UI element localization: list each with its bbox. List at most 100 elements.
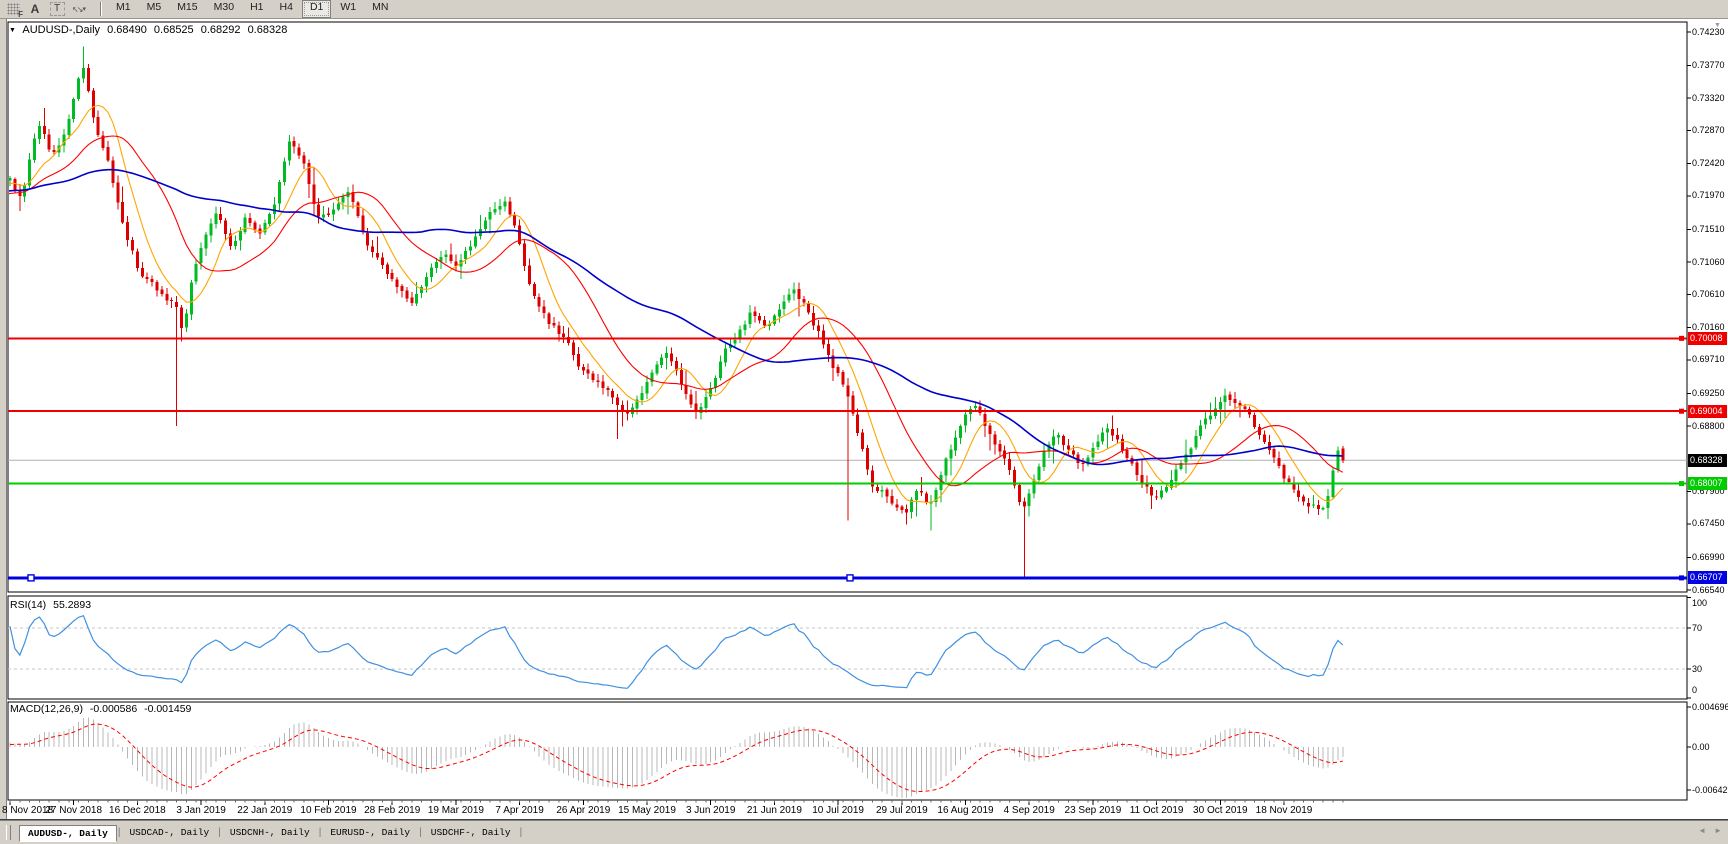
hline-handle[interactable] (1679, 408, 1684, 414)
grid-f-icon[interactable]: F (5, 2, 23, 19)
hline-handle[interactable] (1679, 575, 1684, 581)
date-axis-label: 10 Jul 2019 (812, 805, 864, 816)
ohlc-open: 0.68490 (107, 24, 147, 36)
date-axis-label: 16 Aug 2019 (937, 805, 994, 816)
rsi-axis-label: 0 (1692, 684, 1698, 695)
price-axis-label: 0.69250 (1692, 387, 1725, 398)
moving-average-50[interactable] (0, 168, 1343, 466)
price-axis-label: 0.66990 (1692, 551, 1725, 562)
chevron-down-icon: ▾ (82, 6, 86, 13)
date-axis-label: 16 Dec 2018 (109, 805, 166, 816)
price-axis-label: 0.71060 (1692, 256, 1725, 267)
date-axis-label: 28 Feb 2019 (364, 805, 421, 816)
timeframe-button-M30[interactable]: M30 (213, 1, 235, 13)
timeframe-button-W1[interactable]: W1 (340, 1, 357, 13)
tabbar-grip[interactable] (6, 825, 11, 840)
macd-name: MACD(12,26,9) (10, 703, 83, 715)
macd-signal-line (9, 723, 1343, 792)
price-axis-label: 0.72870 (1692, 125, 1725, 136)
price-axis-label: 0.69710 (1692, 354, 1725, 365)
scroll-right-icon[interactable]: ► (1714, 826, 1722, 835)
rsi-axis-label: 100 (1692, 597, 1708, 608)
price-tag-0.66707: 0.66707 (1688, 571, 1727, 585)
macd-value-main: -0.000586 (89, 703, 138, 715)
date-axis-label: 4 Sep 2019 (1003, 805, 1055, 816)
date-axis-label: 29 Jul 2019 (875, 805, 928, 816)
macd-axis-label: 0.00 (1692, 741, 1710, 752)
chart-title: ▼ AUDUSD-,Daily 0.68490 0.68525 0.68292 … (9, 24, 291, 36)
price-tag-0.70008: 0.70008 (1688, 331, 1727, 345)
timeframe-button-H1[interactable]: H1 (250, 1, 264, 13)
timeframe-button-H4[interactable]: H4 (279, 1, 293, 13)
price-tag-0.68328: 0.68328 (1688, 453, 1727, 467)
macd-axis-label: -0.006427 (1692, 784, 1728, 795)
price-axis-label: 0.68800 (1692, 420, 1725, 431)
ohlc-low: 0.68292 (200, 24, 241, 36)
timeframe-button-M1[interactable]: M1 (116, 1, 131, 13)
candlestick-series (9, 46, 1345, 578)
tab-separator: | (318, 827, 322, 838)
macd-value-signal: -0.001459 (144, 703, 192, 715)
hline-handle[interactable] (1679, 335, 1684, 341)
date-axis-label: 27 Nov 2018 (45, 805, 103, 816)
price-axis-label: 0.70160 (1692, 321, 1725, 332)
symbol-tabbar: AUDUSD-, Daily | USDCAD-, Daily | USDCNH-, D… (0, 820, 1728, 844)
macd-axis-label: 0.004696 (1692, 701, 1728, 712)
toolbar-separator (100, 2, 102, 16)
hline-handle[interactable] (27, 574, 35, 582)
tab-usdchf[interactable]: USDCHF-, Daily (430, 827, 511, 838)
tab-separator: | (519, 827, 523, 838)
date-axis-label: 7 Apr 2019 (495, 805, 544, 816)
date-axis-label: 15 May 2019 (618, 805, 676, 816)
date-axis-label: 23 Sep 2019 (1064, 805, 1122, 816)
rsi-axis-label: 30 (1692, 663, 1703, 674)
macd-pane[interactable] (7, 701, 1688, 801)
price-axis-label: 0.67450 (1692, 518, 1725, 529)
moving-average-20[interactable] (0, 135, 1344, 487)
tab-separator: | (117, 827, 121, 838)
rsi-pane[interactable] (7, 595, 1688, 700)
price-scale-marker-icon[interactable]: ▼ (1714, 22, 1721, 29)
text-label-icon[interactable]: T (49, 2, 65, 17)
chart-symbol-period: AUDUSD-,Daily (22, 24, 101, 36)
tab-scrollbar: ◄ ► (1698, 826, 1722, 835)
toolbar: F A T ↖↘ ▾ M1 M5 M15 M30 H1 H4 D1 W1 MN (0, 0, 1728, 19)
timeframe-group: M1 M5 M15 M30 H1 H4 D1 W1 MN (108, 0, 396, 18)
rsi-axis-label: 70 (1692, 622, 1703, 633)
rsi-value: 55.2893 (53, 599, 92, 611)
moving-average-8[interactable] (0, 104, 1344, 503)
date-axis-label: 10 Feb 2019 (300, 805, 357, 816)
tab-audusd[interactable]: AUDUSD-, Daily (19, 824, 117, 842)
price-axis-label: 0.71510 (1692, 223, 1725, 234)
hline-handle[interactable] (846, 574, 854, 582)
price-axis-label: 0.73320 (1692, 92, 1725, 103)
hline-handle[interactable] (1679, 481, 1684, 487)
date-axis-label: 21 Jun 2019 (746, 805, 802, 816)
tab-usdcnh[interactable]: USDCNH-, Daily (229, 827, 310, 838)
grid-dots-glyph (6, 3, 20, 15)
price-axis-label: 0.72420 (1692, 157, 1725, 168)
chart-title-caret-icon[interactable]: ▼ (9, 27, 16, 34)
price-axis-label: 0.70610 (1692, 289, 1725, 300)
date-axis-label: 22 Jan 2019 (237, 805, 293, 816)
timeframe-button-M5[interactable]: M5 (146, 1, 162, 13)
macd-indicator-label: MACD(12,26,9) -0.000586 -0.001459 (10, 703, 195, 715)
timeframe-button-MN[interactable]: MN (372, 1, 389, 13)
date-axis-label: 30 Oct 2019 (1193, 805, 1248, 816)
text-a-icon[interactable]: A (30, 2, 40, 16)
tab-usdcad[interactable]: USDCAD-, Daily (129, 827, 210, 838)
timeframe-button-D1[interactable]: D1 (301, 0, 332, 18)
date-axis-label: 3 Jan 2019 (176, 805, 226, 816)
tab-eurusd[interactable]: EURUSD-, Daily (330, 827, 411, 838)
date-axis-label: 26 Apr 2019 (556, 805, 611, 816)
timeframe-button-M15[interactable]: M15 (177, 1, 198, 13)
macd-histogram (9, 717, 1344, 798)
arrows-icon[interactable]: ↖↘ ▾ (72, 4, 86, 14)
main-chart-pane[interactable] (7, 21, 1688, 593)
date-axis-label: 19 Mar 2019 (427, 805, 484, 816)
tab-separator: | (419, 827, 422, 838)
scroll-left-icon[interactable]: ◄ (1698, 826, 1707, 835)
price-tag-0.69004: 0.69004 (1688, 404, 1727, 418)
ohlc-high: 0.68525 (153, 24, 194, 36)
